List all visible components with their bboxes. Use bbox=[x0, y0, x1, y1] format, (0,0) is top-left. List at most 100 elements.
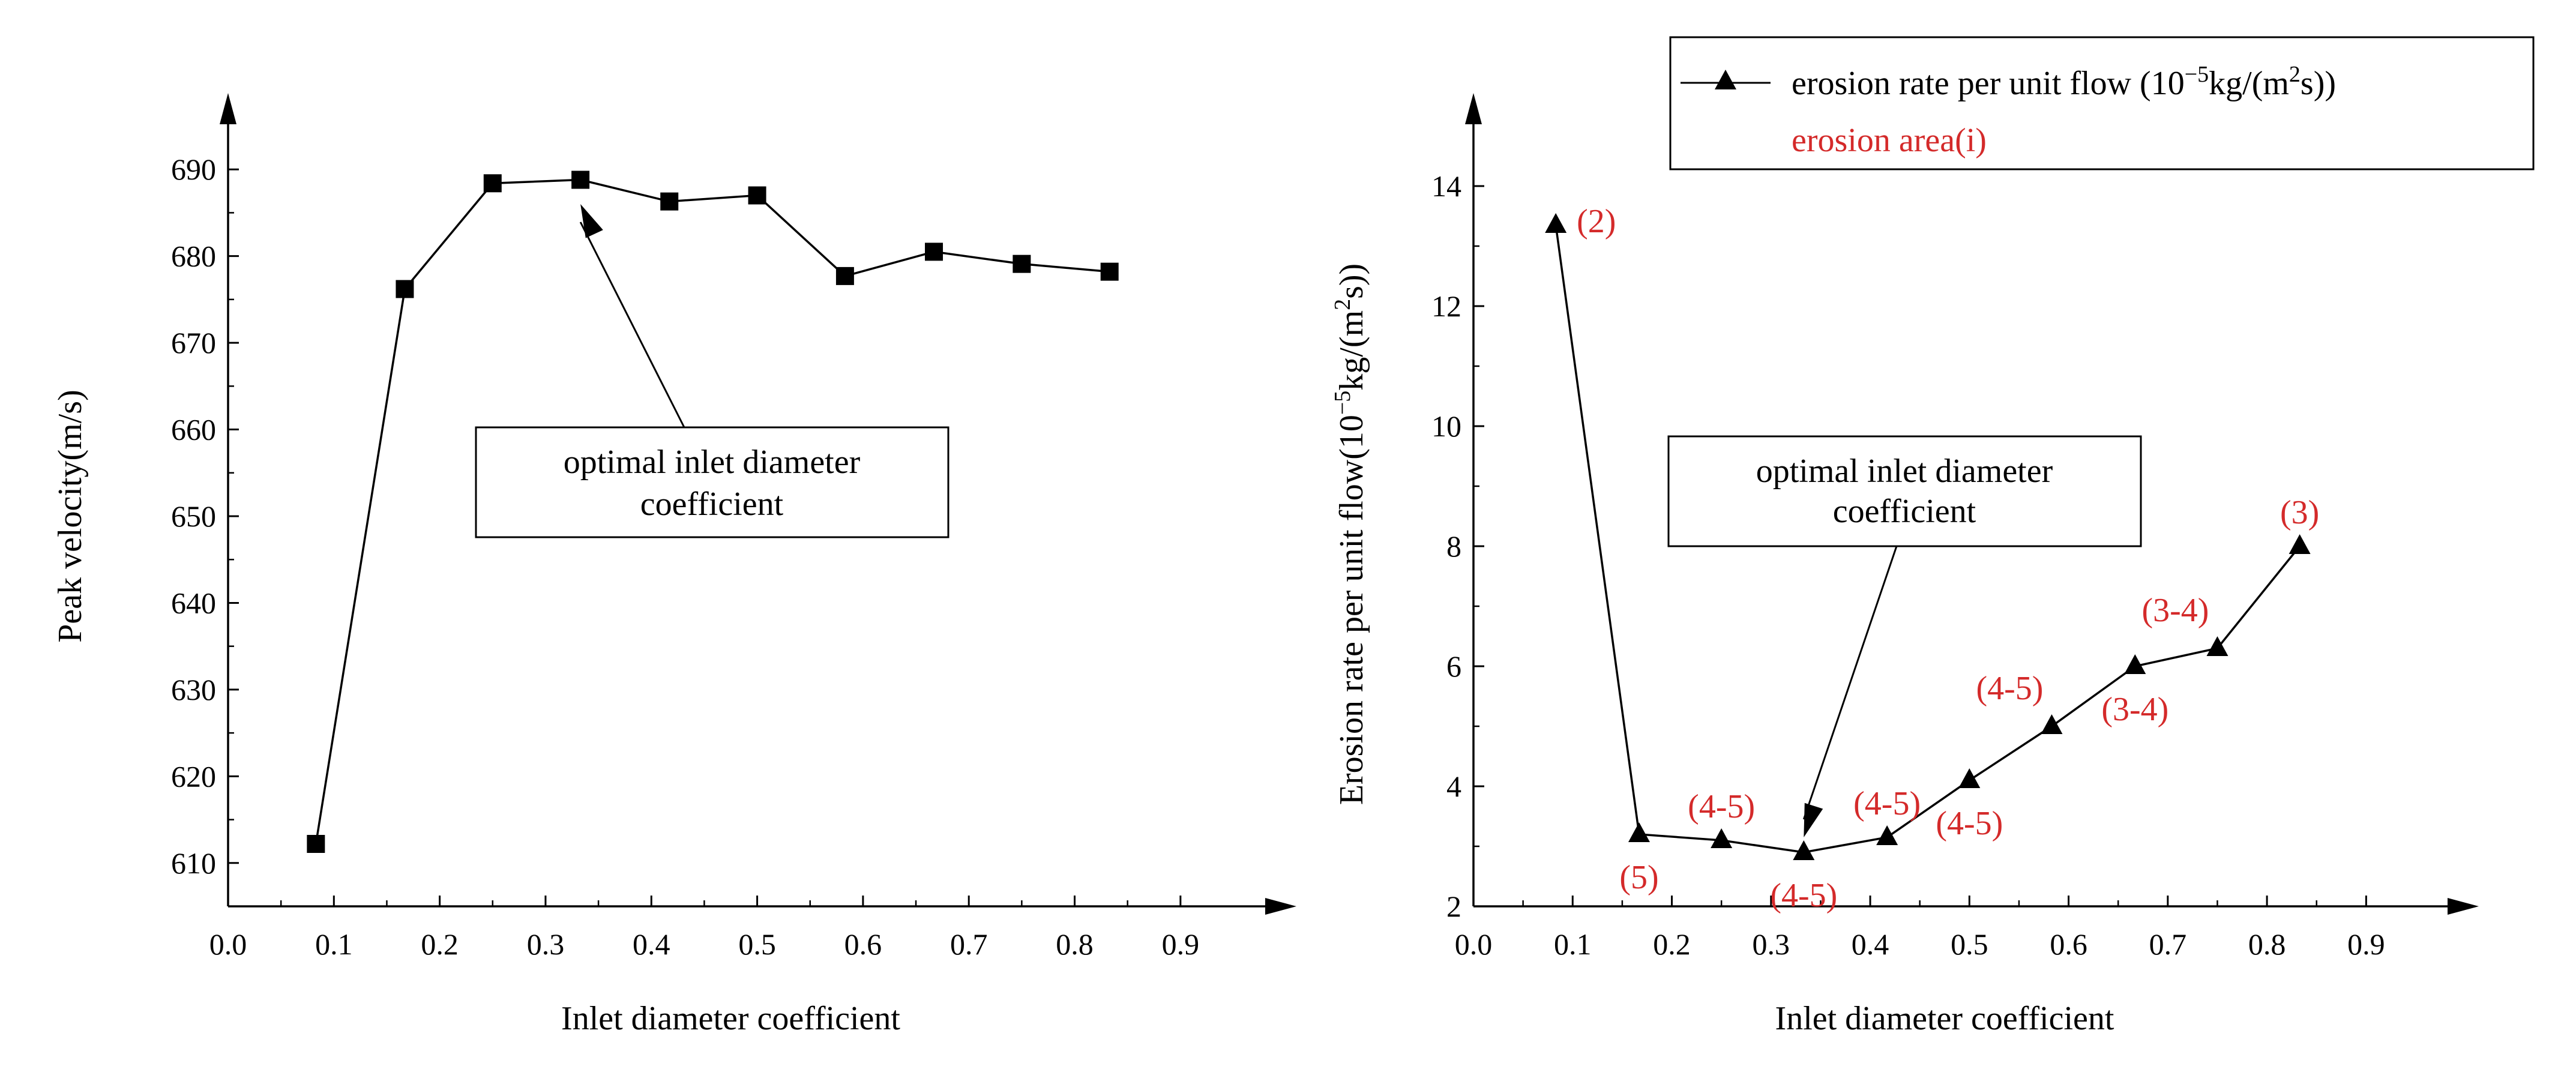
series-line bbox=[1554, 224, 2301, 854]
data-point bbox=[925, 242, 943, 261]
legend-label-part: s)) bbox=[2301, 65, 2336, 102]
y-tick-label: 660 bbox=[171, 413, 216, 447]
data-point bbox=[2124, 654, 2146, 674]
annotation-box bbox=[475, 426, 949, 538]
x-tick-label: 0.8 bbox=[2248, 927, 2286, 961]
data-point bbox=[748, 186, 766, 205]
data-point bbox=[483, 174, 502, 193]
y-tick-label: 680 bbox=[171, 239, 216, 273]
point-label: (4-5) bbox=[1688, 788, 1755, 825]
data-point bbox=[660, 192, 679, 211]
data-point bbox=[2041, 714, 2063, 734]
legend-label-part: kg/(m bbox=[2209, 65, 2289, 102]
point-label: (4-5) bbox=[1770, 877, 1837, 914]
x-tick-label: 0.0 bbox=[1455, 927, 1493, 961]
point-label: (4-5) bbox=[1853, 785, 1921, 822]
data-point bbox=[1793, 840, 1815, 860]
y-tick-label: 670 bbox=[171, 326, 216, 360]
y-axis-label-part: kg/(m bbox=[1333, 310, 1370, 391]
y-tick-label: 640 bbox=[171, 586, 216, 619]
legend-box bbox=[1669, 36, 2535, 170]
x-tick-label: 0.5 bbox=[738, 927, 776, 961]
annotation-text: coefficient bbox=[1833, 493, 1976, 530]
y-tick-label: 650 bbox=[171, 499, 216, 533]
data-point bbox=[1711, 828, 1733, 848]
y-tick-label: 610 bbox=[171, 846, 216, 880]
x-tick-label: 0.1 bbox=[315, 927, 353, 961]
series-line bbox=[314, 178, 1110, 845]
x-tick-label: 0.4 bbox=[633, 927, 670, 961]
x-axis-label: Inlet diameter coefficient bbox=[561, 1000, 900, 1037]
annotation-arrowhead bbox=[580, 204, 603, 238]
x-tick-label: 0.0 bbox=[209, 927, 247, 961]
data-point bbox=[396, 280, 414, 298]
x-tick-label: 0.1 bbox=[1554, 927, 1592, 961]
x-tick-label: 0.7 bbox=[950, 927, 988, 961]
x-tick-label: 0.9 bbox=[2347, 927, 2385, 961]
point-label: (3-4) bbox=[2101, 691, 2168, 728]
legend-label-sup: 2 bbox=[2289, 62, 2301, 87]
data-point bbox=[571, 170, 590, 189]
y-axis-label-sup: −5 bbox=[1330, 391, 1355, 415]
y-tick-label: 10 bbox=[1431, 409, 1461, 443]
legend-red-label: erosion area(i) bbox=[1792, 122, 1987, 159]
point-label: (3) bbox=[2280, 494, 2319, 531]
x-axis-label: Inlet diameter coefficient bbox=[1775, 1000, 2114, 1037]
data-point bbox=[2289, 534, 2311, 554]
x-tick-label: 0.8 bbox=[1056, 927, 1094, 961]
legend-label: erosion rate per unit flow (10−5kg/(m2s)… bbox=[1792, 62, 2336, 102]
x-tick-label: 0.6 bbox=[844, 927, 882, 961]
legend-label-sup: −5 bbox=[2185, 62, 2209, 87]
annotation-box bbox=[1667, 435, 2142, 547]
y-tick-label: 8 bbox=[1446, 529, 1461, 563]
data-point bbox=[835, 266, 854, 285]
data-point bbox=[1545, 213, 1567, 233]
chart-right: 0.0 0.1 0.2 0.3 0.4 0.5 0.6 0.7 0.8 0.9 2 4 6 8 10 12 14… bbox=[1330, 36, 2535, 1037]
y-tick-label: 630 bbox=[171, 673, 216, 706]
x-tick-label: 0.9 bbox=[1162, 927, 1200, 961]
chart-left: 0.0 0.1 0.2 0.3 0.4 0.5 0.6 0.7 0.8 0.9 610 620 630 6… bbox=[52, 93, 1296, 1037]
annotation-arrowhead bbox=[1804, 802, 1823, 837]
y-axis-label-part: Erosion rate per unit flow(10 bbox=[1333, 415, 1370, 805]
x-tick-label: 0.7 bbox=[2149, 927, 2187, 961]
y-axis-arrow bbox=[1465, 93, 1482, 124]
x-tick-label: 0.2 bbox=[1653, 927, 1691, 961]
y-axis-label-sup: 2 bbox=[1330, 299, 1355, 310]
data-point bbox=[2206, 636, 2228, 656]
point-label: (4-5) bbox=[1936, 805, 2003, 842]
y-tick-label: 12 bbox=[1431, 289, 1461, 323]
legend-marker bbox=[1715, 70, 1736, 89]
point-label: (2) bbox=[1577, 203, 1616, 240]
point-label: (3-4) bbox=[2141, 592, 2209, 629]
point-label: (5) bbox=[1619, 859, 1658, 896]
x-tick-label: 0.4 bbox=[1852, 927, 1889, 961]
y-tick-label: 4 bbox=[1446, 769, 1461, 803]
data-point bbox=[1958, 768, 1981, 788]
y-tick-label: 2 bbox=[1446, 890, 1461, 923]
x-axis-arrow bbox=[1265, 898, 1296, 915]
data-point bbox=[307, 835, 325, 853]
annotation-text: optimal inlet diameter bbox=[1756, 453, 2053, 490]
x-tick-label: 0.3 bbox=[527, 927, 565, 961]
x-tick-label: 0.3 bbox=[1753, 927, 1790, 961]
x-tick-label: 0.6 bbox=[2050, 927, 2087, 961]
y-tick-label: 620 bbox=[171, 759, 216, 793]
y-tick-label: 14 bbox=[1431, 169, 1461, 203]
y-axis-label: Peak velocity(m/s) bbox=[52, 390, 89, 642]
annotation-arrow bbox=[579, 221, 685, 428]
annotation-text: optimal inlet diameter bbox=[564, 444, 861, 481]
x-tick-label: 0.2 bbox=[421, 927, 459, 961]
annotation-arrow bbox=[1802, 546, 1898, 820]
point-label: (4-5) bbox=[1976, 670, 2044, 707]
x-axis-arrow bbox=[2448, 898, 2479, 915]
y-tick-label: 690 bbox=[171, 152, 216, 186]
data-point bbox=[1628, 822, 1650, 842]
y-axis-label-part: s)) bbox=[1333, 263, 1370, 299]
data-point bbox=[1876, 825, 1898, 845]
annotation-text: coefficient bbox=[640, 486, 784, 523]
x-tick-label: 0.5 bbox=[1951, 927, 1988, 961]
data-point bbox=[1100, 262, 1119, 281]
legend-label-part: erosion rate per unit flow (10 bbox=[1792, 65, 2185, 102]
y-axis-arrow bbox=[220, 93, 236, 124]
